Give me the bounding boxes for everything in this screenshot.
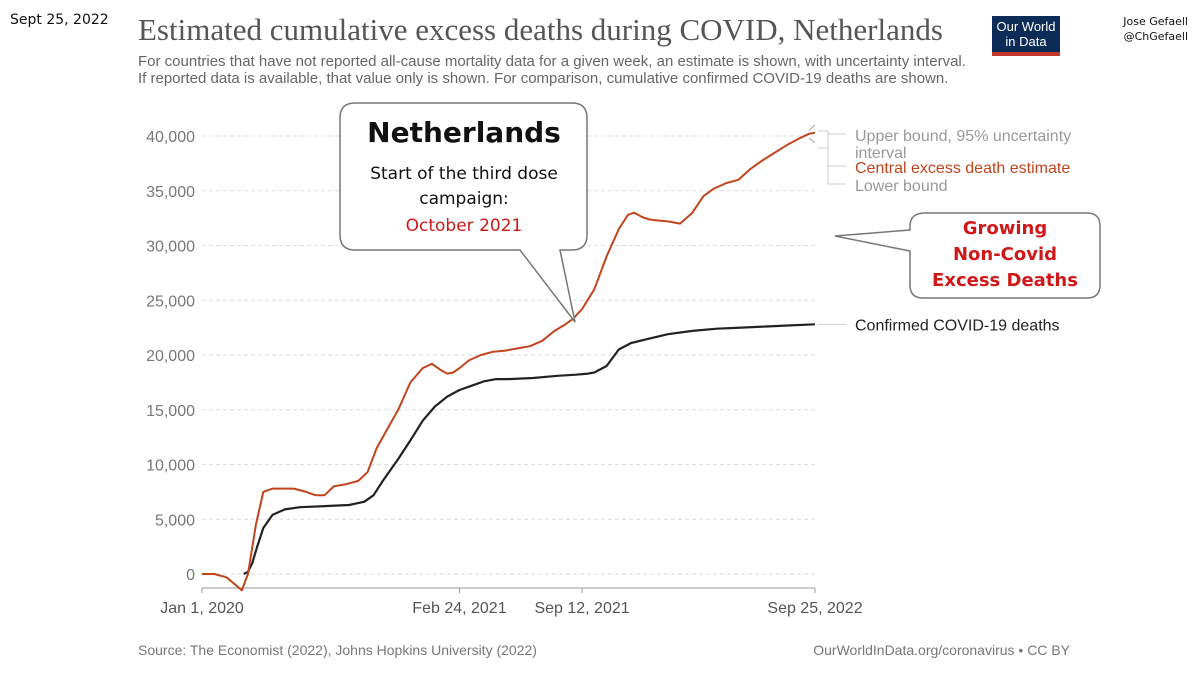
- x-tick-label: Feb 24, 2021: [412, 600, 506, 617]
- x-tick-label: Sep 12, 2021: [534, 600, 629, 617]
- legend-lower-bound: Lower bound: [855, 178, 948, 195]
- x-tick-label: Jan 1, 2020: [160, 600, 244, 617]
- author-handle: @ChGefaell: [1123, 30, 1188, 43]
- upper-bound-line: [808, 124, 816, 132]
- callout-right-line2: Non-Covid: [952, 244, 1058, 265]
- callout-right-line1: Growing: [962, 218, 1048, 239]
- callout-left-line3: October 2021: [405, 216, 523, 236]
- owid-logo[interactable]: Our World in Data: [992, 16, 1060, 56]
- author-block: Jose Gefaell @ChGefaell: [1123, 14, 1188, 44]
- callout-left-heading: Netherlands: [367, 116, 561, 149]
- legend-central-estimate: Central excess death estimate: [855, 160, 1070, 177]
- legend-upper-bound: Upper bound, 95% uncertainty interval: [855, 128, 1071, 162]
- license-link[interactable]: OurWorldInData.org/coronavirus • CC BY: [813, 642, 1070, 658]
- y-tick-label: 0: [186, 567, 195, 584]
- y-tick-label: 5,000: [155, 512, 195, 529]
- legend-connector: [818, 130, 846, 185]
- logo-line2: in Data: [1005, 34, 1047, 49]
- legend: Upper bound, 95% uncertainty intervalCent…: [818, 128, 1071, 334]
- confirmed-deaths-line: [243, 323, 816, 575]
- y-tick-label: 35,000: [146, 184, 195, 201]
- y-tick-label: 25,000: [146, 293, 195, 310]
- date-label: Sept 25, 2022: [10, 12, 109, 28]
- excess-deaths-line: [202, 131, 816, 592]
- callout-left-bubble: [339, 102, 588, 323]
- callout-right-line3: Excess Deaths: [932, 270, 1078, 291]
- callout-left-line1: Start of the third dose: [370, 164, 558, 184]
- lower-bound-line: [808, 137, 816, 144]
- callout-right-bubble: [834, 212, 1101, 299]
- y-tick-label: 10,000: [146, 458, 195, 475]
- logo-line1: Our World: [996, 19, 1056, 34]
- callout-left-line2: campaign:: [419, 189, 509, 209]
- y-tick-label: 20,000: [146, 348, 195, 365]
- chart-title: Estimated cumulative excess deaths durin…: [138, 12, 943, 47]
- author-name: Jose Gefaell: [1123, 15, 1188, 28]
- y-tick-label: 40,000: [146, 129, 195, 146]
- x-tick-label: Sep 25, 2022: [767, 600, 862, 617]
- y-tick-label: 15,000: [146, 403, 195, 420]
- source-note: Source: The Economist (2022), Johns Hopk…: [138, 642, 537, 658]
- y-tick-label: 30,000: [146, 239, 195, 256]
- chart-subtitle: For countries that have not reported all…: [138, 53, 966, 87]
- legend-confirmed: Confirmed COVID-19 deaths: [855, 317, 1060, 334]
